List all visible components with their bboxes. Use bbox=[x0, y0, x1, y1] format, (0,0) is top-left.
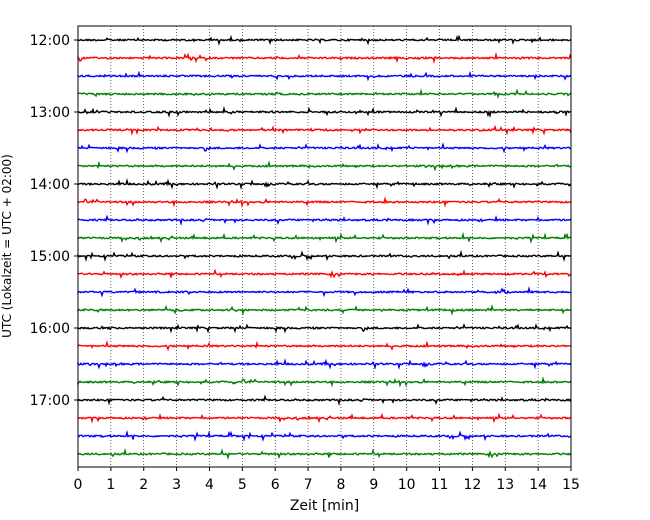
y-tick-label: 13:00 bbox=[30, 105, 70, 121]
seismogram-trace bbox=[77, 447, 572, 460]
x-tick-label: 3 bbox=[172, 477, 181, 493]
seismogram-trace bbox=[77, 285, 572, 298]
x-tick-label: 15 bbox=[562, 477, 580, 493]
y-tick-label: 14:00 bbox=[30, 177, 70, 193]
x-tick-label: 4 bbox=[205, 477, 214, 493]
seismogram-trace bbox=[77, 340, 572, 352]
seismogram-trace bbox=[77, 105, 572, 119]
x-tick-label: 6 bbox=[271, 477, 280, 493]
seismogram-trace bbox=[77, 196, 572, 208]
x-tick-label: 2 bbox=[139, 477, 148, 493]
x-tick-label: 5 bbox=[238, 477, 247, 493]
x-axis-label: Zeit [min] bbox=[290, 498, 359, 514]
x-tick-label: 9 bbox=[369, 477, 378, 493]
seismogram-trace bbox=[77, 34, 572, 46]
x-tick-label: 10 bbox=[398, 477, 416, 493]
x-tick-label: 11 bbox=[431, 477, 449, 493]
trace-group bbox=[77, 34, 572, 460]
y-tick-label: 15:00 bbox=[30, 249, 70, 265]
seismogram-trace bbox=[77, 412, 572, 424]
y-tick-label: 16:00 bbox=[30, 321, 70, 337]
seismogram-trace bbox=[77, 70, 572, 82]
x-tick-label: 8 bbox=[336, 477, 345, 493]
seismogram-trace bbox=[77, 376, 572, 388]
x-tick-label: 0 bbox=[74, 477, 83, 493]
x-tick-label: 7 bbox=[304, 477, 313, 493]
seismogram-trace bbox=[77, 304, 572, 316]
y-axis-ticks: 12:00 13:00 14:00 15:00 16:00 17:00 bbox=[30, 33, 78, 409]
seismogram-trace bbox=[77, 231, 572, 244]
x-axis-ticks: 0 1 2 3 4 5 6 7 8 9 10 11 12 13 14 15 bbox=[74, 467, 580, 493]
seismogram-trace bbox=[77, 358, 572, 370]
seismogram-trace bbox=[77, 178, 572, 190]
seismogram-trace bbox=[77, 249, 572, 262]
seismogram-trace bbox=[77, 51, 572, 65]
y-tick-label: 17:00 bbox=[30, 393, 70, 409]
seismogram-trace bbox=[77, 394, 572, 407]
seismogram-trace bbox=[77, 88, 572, 99]
x-tick-label: 12 bbox=[463, 477, 481, 493]
x-tick-label: 14 bbox=[529, 477, 547, 493]
y-tick-label: 12:00 bbox=[30, 33, 70, 49]
seismogram-trace bbox=[77, 142, 572, 154]
y-axis-label: UTC (Lokalzeit = UTC + 02:00) bbox=[0, 154, 14, 338]
seismogram-trace bbox=[77, 160, 572, 172]
seismogram-trace bbox=[77, 124, 572, 136]
x-tick-label: 1 bbox=[106, 477, 115, 493]
seismogram-trace bbox=[77, 323, 572, 334]
plot-frame bbox=[77, 25, 572, 468]
x-tick-label: 13 bbox=[496, 477, 514, 493]
seismogram-trace bbox=[77, 214, 572, 227]
seismogram-trace bbox=[77, 429, 572, 442]
seismogram-trace bbox=[77, 268, 572, 280]
